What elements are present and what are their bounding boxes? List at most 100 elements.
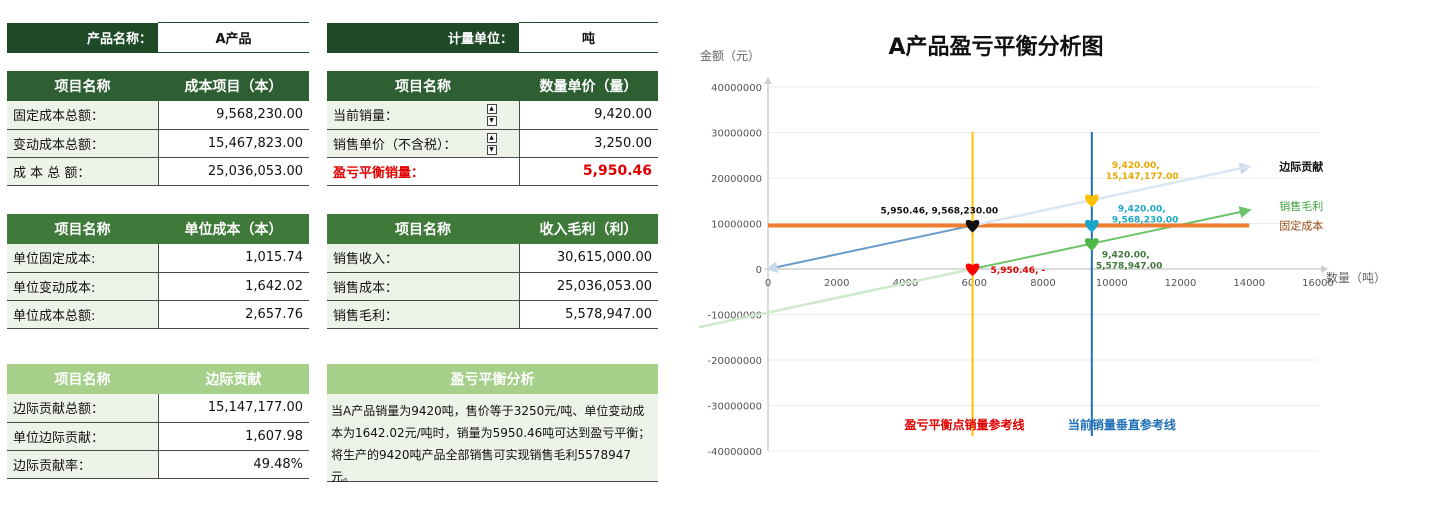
y-tick-label: 20000000	[711, 174, 762, 185]
unit-price-value[interactable]: 3,250.00	[518, 129, 658, 158]
data-point-heart-icon	[965, 263, 980, 276]
gross-profit-value: 5,578,947.00	[518, 300, 658, 329]
data-point-heart-icon	[965, 219, 980, 233]
series-line-fade	[698, 267, 973, 329]
x-tick-label: 6000	[962, 278, 987, 289]
table-row: 单位变动成本: 1,642.02	[7, 272, 309, 301]
table-row: 单位边际贡献： 1,607.98	[7, 422, 309, 451]
reference-line-label: 当前销量垂直参考线	[1068, 417, 1176, 432]
x-axis-label: 数量（吨）	[1326, 270, 1386, 285]
x-tick-label: 10000	[1096, 278, 1128, 289]
x-tick-label: 14000	[1233, 278, 1265, 289]
margin-header-value: 边际贡献	[158, 364, 309, 394]
chart-title: A产品盈亏平衡分析图	[888, 34, 1103, 60]
margin-table: 项目名称 边际贡献 边际贡献总额： 15,147,177.00 单位边际贡献： …	[7, 364, 309, 479]
unit-cost-header-name: 项目名称	[7, 214, 158, 244]
data-point-label: 9,420.00, 9,568,230.00	[1112, 204, 1179, 225]
x-axis-arrow-icon	[1321, 265, 1328, 273]
current-sales-spinner[interactable]: ▲ ▼	[486, 104, 497, 128]
unit-price-spinner[interactable]: ▲ ▼	[486, 132, 497, 157]
table-row: 盈亏平衡销量： 5,950.46	[327, 157, 658, 186]
fixed-cost-value[interactable]: 9,568,230.00	[157, 101, 309, 130]
unit-margin-value: 1,607.98	[157, 422, 309, 451]
data-point-heart-icon	[1085, 194, 1099, 208]
current-sales-label: 当前销量： ▲ ▼	[327, 101, 519, 130]
unit-label: 计量单位：	[327, 22, 519, 53]
spin-up-icon[interactable]: ▲	[486, 132, 497, 143]
table-row: 固定成本总额： 9,568,230.00	[7, 101, 309, 130]
y-tick-label: 10000000	[711, 220, 762, 231]
data-point-label-line: 5,578,947.00	[1096, 262, 1163, 272]
series-label: 边际贡献	[1278, 160, 1323, 174]
y-tick-label: -40000000	[707, 447, 762, 458]
product-name-value[interactable]: A产品	[158, 22, 309, 53]
gross-profit-label: 销售毛利：	[327, 300, 519, 329]
product-name-label: 产品名称：	[7, 22, 158, 53]
unit-margin-label: 单位边际贡献：	[7, 422, 158, 451]
data-point-heart-icon	[1085, 238, 1099, 251]
product-name-row: 产品名称： A产品	[7, 22, 309, 53]
spin-up-icon[interactable]: ▲	[486, 104, 497, 114]
table-row: 销售收入： 30,615,000.00	[327, 244, 658, 273]
series-label: 固定成本	[1279, 218, 1323, 232]
x-tick-label: 16000	[1302, 278, 1334, 289]
unit-total-cost-label: 单位成本总额:	[7, 300, 158, 329]
margin-rate-value: 49.48%	[157, 450, 309, 479]
x-tick-label: 12000	[1165, 278, 1197, 289]
margin-total-value: 15,147,177.00	[157, 394, 309, 423]
fixed-cost-label: 固定成本总额：	[7, 101, 158, 130]
unit-fixed-cost-label: 单位固定成本:	[7, 244, 158, 273]
y-tick-label: 0	[756, 265, 762, 276]
y-tick-label: -20000000	[707, 356, 762, 367]
table-row: 边际贡献率： 49.48%	[7, 450, 309, 479]
margin-rate-label: 边际贡献率：	[7, 450, 158, 479]
unit-cost-header-value: 单位成本（本）	[158, 214, 309, 244]
qty-header-name: 项目名称	[327, 71, 519, 101]
series-label: 销售毛利	[1279, 199, 1323, 213]
current-sales-text: 当前销量：	[333, 109, 399, 125]
breakeven-sales-value: 5,950.46	[518, 157, 658, 186]
y-axis-label: 金额（元）	[700, 48, 760, 63]
unit-value[interactable]: 吨	[519, 22, 658, 53]
variable-cost-label: 变动成本总额：	[7, 129, 158, 158]
table-row: 销售成本： 25,036,053.00	[327, 272, 658, 301]
unit-price-label: 销售单价（不含税）： ▲ ▼	[327, 129, 519, 158]
cost-header-value: 成本项目（本）	[158, 71, 309, 101]
unit-cost-table: 项目名称 单位成本（本） 单位固定成本: 1,015.74 单位变动成本: 1,…	[7, 214, 309, 329]
sales-cost-label: 销售成本：	[327, 272, 519, 301]
table-row: 当前销量： ▲ ▼ 9,420.00	[327, 101, 658, 130]
total-cost-label: 成 本 总 额：	[7, 157, 158, 186]
data-point-label-line: 9,420.00,	[1118, 204, 1166, 214]
profit-header-name: 项目名称	[327, 214, 519, 244]
sales-cost-value: 25,036,053.00	[518, 272, 658, 301]
total-cost-value: 25,036,053.00	[157, 157, 309, 186]
data-point-label-line: 9,568,230.00	[1112, 215, 1179, 225]
y-tick-label: -10000000	[707, 311, 762, 322]
profit-header-value: 收入毛利（利）	[519, 214, 658, 244]
sales-revenue-value: 30,615,000.00	[518, 244, 658, 273]
data-point-label-line: 15,147,177.00	[1106, 172, 1179, 182]
margin-header-name: 项目名称	[7, 364, 158, 394]
unit-variable-cost-label: 单位变动成本:	[7, 272, 158, 301]
y-tick-label: -30000000	[707, 402, 762, 413]
data-point-label-line: 9,420.00,	[1112, 161, 1160, 171]
unit-row: 计量单位： 吨	[327, 22, 658, 53]
reference-line-label: 盈亏平衡点销量参考线	[904, 417, 1025, 432]
qty-header-value: 数量单价（量）	[519, 71, 658, 101]
unit-price-text: 销售单价（不含税）：	[333, 137, 457, 153]
analysis-panel: 盈亏平衡分析 当A产品销量为9420吨，售价等于3250元/吨、单位变动成本为1…	[327, 364, 658, 484]
spin-down-icon[interactable]: ▼	[486, 144, 497, 155]
table-row: 销售毛利： 5,578,947.00	[327, 300, 658, 329]
unit-variable-cost-value: 1,642.02	[157, 272, 309, 301]
table-row: 销售单价（不含税）： ▲ ▼ 3,250.00	[327, 129, 658, 158]
data-point-label: 9,420.00, 5,578,947.00	[1096, 251, 1163, 272]
margin-total-label: 边际贡献总额：	[7, 394, 158, 423]
data-point-label: 5,950.46, 9,568,230.00	[881, 206, 999, 216]
spin-down-icon[interactable]: ▼	[486, 116, 497, 126]
current-sales-value[interactable]: 9,420.00	[518, 101, 658, 130]
data-point-label: 9,420.00, 15,147,177.00	[1106, 161, 1179, 182]
y-tick-label: 40000000	[711, 83, 762, 94]
data-point-heart-icon	[1085, 219, 1099, 233]
variable-cost-value[interactable]: 15,467,823.00	[157, 129, 309, 158]
x-tick-label: 2000	[824, 278, 849, 289]
